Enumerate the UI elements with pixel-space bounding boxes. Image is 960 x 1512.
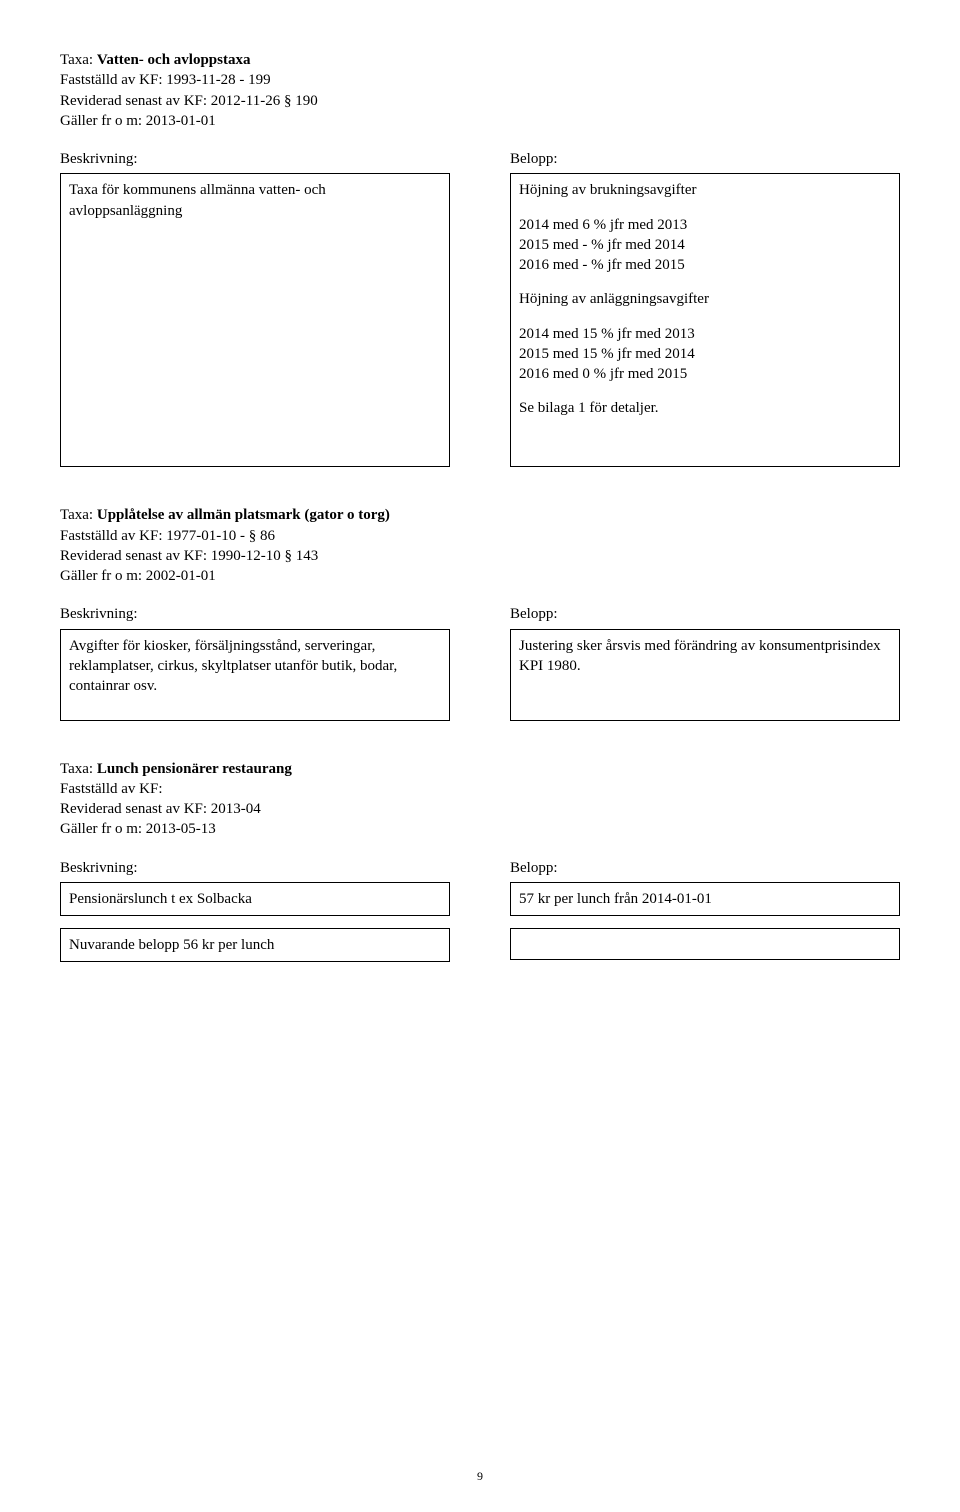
meta-line: Fastställd av KF: (60, 779, 900, 799)
amount-paragraph: 2014 med 6 % jfr med 2013 2015 med - % j… (519, 215, 891, 276)
amount-line: 2016 med - % jfr med 2015 (519, 255, 891, 275)
meta-line: Gäller fr o m: 2013-05-13 (60, 819, 900, 839)
section-header: Taxa: Upplåtelse av allmän platsmark (ga… (60, 505, 900, 586)
description-text: Taxa för kommunens allmänna vatten- och … (69, 182, 326, 218)
meta-line: Reviderad senast av KF: 1990-12-10 § 143 (60, 546, 900, 566)
right-label: Belopp: (510, 858, 900, 878)
amount-box: 57 kr per lunch från 2014-01-01 (510, 882, 900, 916)
meta-line: Gäller fr o m: 2013-01-01 (60, 111, 900, 131)
amount-box: Höjning av brukningsavgifter 2014 med 6 … (510, 173, 900, 467)
meta-line: Gäller fr o m: 2002-01-01 (60, 566, 900, 586)
description-text: Pensionärslunch t ex Solbacka (69, 891, 252, 907)
meta-line: Reviderad senast av KF: 2012-11-26 § 190 (60, 91, 900, 111)
right-column: Belopp: Höjning av brukningsavgifter 201… (510, 149, 900, 467)
right-label: Belopp: (510, 604, 900, 624)
taxa-section-1: Taxa: Vatten- och avloppstaxa Fastställd… (60, 50, 900, 467)
title-bold: Upplåtelse av allmän platsmark (gator o … (97, 507, 390, 523)
columns: Beskrivning: Avgifter för kiosker, försä… (60, 604, 900, 720)
amount-text: Justering sker årsvis med förändring av … (519, 638, 881, 674)
left-column: Beskrivning: Pensionärslunch t ex Solbac… (60, 858, 450, 963)
amount-paragraph: Höjning av brukningsavgifter (519, 180, 891, 200)
amount-text: 57 kr per lunch från 2014-01-01 (519, 891, 712, 907)
amount-line: 2015 med 15 % jfr med 2014 (519, 344, 891, 364)
amount-line: 2014 med 15 % jfr med 2013 (519, 324, 891, 344)
title-prefix: Taxa: (60, 507, 97, 523)
title-line: Taxa: Upplåtelse av allmän platsmark (ga… (60, 505, 900, 525)
title-prefix: Taxa: (60, 761, 97, 777)
left-label: Beskrivning: (60, 149, 450, 169)
right-label: Belopp: (510, 149, 900, 169)
meta-line: Reviderad senast av KF: 2013-04 (60, 799, 900, 819)
left-label: Beskrivning: (60, 858, 450, 878)
amount-paragraph: Se bilaga 1 för detaljer. (519, 398, 891, 418)
right-column: Belopp: Justering sker årsvis med föränd… (510, 604, 900, 720)
meta-line: Fastställd av KF: 1993-11-28 - 199 (60, 70, 900, 90)
description-box: Nuvarande belopp 56 kr per lunch (60, 928, 450, 962)
taxa-section-3: Taxa: Lunch pensionärer restaurang Fasts… (60, 759, 900, 963)
columns: Beskrivning: Taxa för kommunens allmänna… (60, 149, 900, 467)
title-line: Taxa: Vatten- och avloppstaxa (60, 50, 900, 70)
amount-box: Justering sker årsvis med förändring av … (510, 629, 900, 721)
left-label: Beskrivning: (60, 604, 450, 624)
amount-box (510, 928, 900, 960)
section-header: Taxa: Vatten- och avloppstaxa Fastställd… (60, 50, 900, 131)
meta-line: Fastställd av KF: 1977-01-10 - § 86 (60, 526, 900, 546)
title-bold: Vatten- och avloppstaxa (97, 52, 251, 68)
columns: Beskrivning: Pensionärslunch t ex Solbac… (60, 858, 900, 963)
page-number: 9 (0, 1468, 960, 1484)
description-box: Taxa för kommunens allmänna vatten- och … (60, 173, 450, 467)
amount-line: 2016 med 0 % jfr med 2015 (519, 364, 891, 384)
left-column: Beskrivning: Taxa för kommunens allmänna… (60, 149, 450, 467)
title-prefix: Taxa: (60, 52, 97, 68)
description-box: Avgifter för kiosker, försäljningsstånd,… (60, 629, 450, 721)
section-header: Taxa: Lunch pensionärer restaurang Fasts… (60, 759, 900, 840)
title-line: Taxa: Lunch pensionärer restaurang (60, 759, 900, 779)
amount-line: 2015 med - % jfr med 2014 (519, 235, 891, 255)
amount-paragraph: 2014 med 15 % jfr med 2013 2015 med 15 %… (519, 324, 891, 385)
description-text: Avgifter för kiosker, försäljningsstånd,… (69, 638, 397, 695)
left-column: Beskrivning: Avgifter för kiosker, försä… (60, 604, 450, 720)
amount-paragraph: Höjning av anläggningsavgifter (519, 289, 891, 309)
amount-line: 2014 med 6 % jfr med 2013 (519, 215, 891, 235)
description-text: Nuvarande belopp 56 kr per lunch (69, 937, 274, 953)
taxa-section-2: Taxa: Upplåtelse av allmän platsmark (ga… (60, 505, 900, 720)
description-box: Pensionärslunch t ex Solbacka (60, 882, 450, 916)
title-bold: Lunch pensionärer restaurang (97, 761, 292, 777)
right-column: Belopp: 57 kr per lunch från 2014-01-01 (510, 858, 900, 961)
